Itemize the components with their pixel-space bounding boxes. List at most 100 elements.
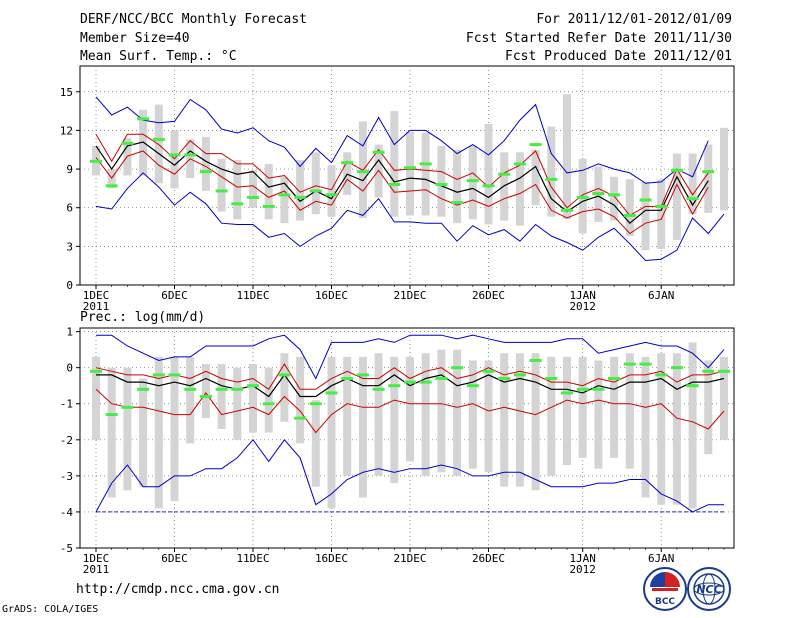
upper-quartile-line: [95, 133, 709, 217]
observation-marker: [655, 204, 668, 208]
ncc-logo-text: NCC: [696, 583, 721, 596]
observation-marker: [702, 369, 715, 373]
observation-marker: [466, 179, 479, 183]
ensemble-spread-box: [688, 342, 697, 509]
observation-marker: [498, 172, 511, 176]
x-tick-label: 1DEC: [83, 289, 110, 302]
observation-marker: [325, 193, 338, 197]
x-tick-label: 1JAN: [569, 289, 596, 302]
ensemble-spread-box: [217, 158, 226, 212]
ensemble-spread-box: [704, 360, 713, 455]
ensemble-spread-box: [720, 127, 728, 211]
observation-marker: [623, 362, 636, 366]
footer-url[interactable]: http://cmdp.ncc.cma.gov.cn: [76, 582, 280, 597]
ensemble-spread-box: [217, 364, 226, 429]
observation-marker: [247, 195, 259, 199]
ensemble-max-line: [95, 96, 709, 184]
ensemble-spread-box: [406, 356, 414, 462]
observation-marker: [215, 189, 228, 193]
plot-frame: [79, 65, 735, 286]
x-tick-label: 16DEC: [315, 552, 348, 565]
ensemble-spread-box: [610, 176, 619, 221]
observation-marker: [137, 387, 150, 391]
ensemble-spread-box: [374, 353, 383, 476]
x-tick-year-label: 2011: [83, 300, 110, 313]
observation-marker: [545, 376, 558, 380]
x-tick-label: 11DEC: [236, 289, 269, 302]
observation-marker: [404, 166, 416, 170]
ensemble-spread-box: [563, 356, 571, 466]
y-tick-label: 12: [60, 124, 73, 137]
y-tick-label: 6: [66, 202, 73, 215]
ensemble-spread-box: [500, 353, 509, 487]
chart-title: DERF/NCC/BCC Monthly Forecast: [80, 12, 307, 27]
ensemble-spread-box: [704, 144, 713, 213]
observation-marker: [608, 376, 621, 380]
fcst-started-label: Fcst Started Refer Date 2011/11/30: [465, 31, 732, 46]
observation-marker: [686, 384, 699, 388]
observation-marker: [435, 376, 448, 380]
x-tick-label: 16DEC: [315, 289, 348, 302]
observation-marker: [513, 373, 526, 377]
observation-marker: [451, 201, 464, 205]
observation-marker: [356, 170, 369, 174]
observation-marker: [576, 195, 589, 199]
x-tick-label: 26DEC: [472, 289, 505, 302]
lower-quartile-line: [95, 388, 725, 434]
ensemble-spread-box: [264, 367, 273, 433]
observation-marker: [341, 161, 354, 165]
observation-marker: [608, 193, 621, 197]
x-tick-label: 6DEC: [161, 289, 188, 302]
ensemble-spread-box: [92, 356, 100, 440]
ensemble-spread-box: [311, 400, 320, 487]
y-tick-label: -5: [60, 542, 73, 555]
x-tick-label: 11DEC: [236, 552, 269, 565]
ensemble-spread-box: [358, 356, 367, 498]
observation-marker: [639, 362, 652, 366]
observation-marker: [702, 170, 715, 174]
observation-marker: [639, 198, 652, 202]
ensemble-spread-box: [154, 356, 163, 509]
ensemble-mean-line: [95, 141, 709, 225]
ensemble-spread-box: [154, 104, 163, 184]
observation-marker: [341, 376, 354, 380]
ensemble-spread-box: [547, 126, 556, 217]
observation-marker: [670, 366, 683, 370]
y-tick-label: 9: [66, 163, 73, 176]
observation-marker: [278, 193, 291, 197]
observation-marker: [231, 387, 244, 391]
y-tick-label: 1: [66, 326, 73, 339]
ensemble-spread-box: [610, 356, 619, 458]
ensemble-spread-box: [468, 360, 477, 469]
y-tick-label: -3: [60, 470, 73, 483]
ensemble-spread-box: [641, 181, 650, 251]
ensemble-spread-box: [343, 356, 352, 476]
ensemble-spread-box: [421, 353, 430, 476]
x-tick-label: 6DEC: [161, 552, 188, 565]
ensemble-max-line: [96, 334, 725, 380]
observation-marker: [262, 402, 275, 406]
forecast-period-label: For 2011/12/01-2012/01/09: [536, 12, 732, 27]
ensemble-spread-box: [437, 349, 446, 473]
observation-marker: [90, 369, 102, 373]
ensemble-spread-box: [657, 179, 666, 249]
ensemble-spread-box: [390, 356, 399, 484]
ensemble-mean-line: [96, 373, 725, 398]
ensemble-spread-box: [547, 356, 556, 476]
y-tick-label: 0: [66, 279, 73, 292]
observation-marker: [482, 184, 495, 188]
ensemble-spread-box: [515, 353, 524, 487]
observation-marker: [529, 143, 542, 147]
ensemble-spread-box: [453, 149, 462, 224]
observation-marker: [435, 183, 448, 187]
ensemble-spread-box: [657, 353, 666, 505]
variable-label-temperature: Mean Surf. Temp.: °C: [80, 49, 237, 64]
observation-marker: [388, 384, 401, 388]
y-tick-label: -4: [60, 506, 74, 519]
fcst-produced-label: Fcst Produced Date 2011/12/01: [505, 49, 732, 64]
observation-marker: [451, 366, 464, 370]
observation-marker: [121, 141, 134, 145]
observation-marker: [184, 387, 197, 391]
ensemble-spread-box: [484, 123, 493, 225]
ensemble-spread-box: [296, 160, 305, 221]
